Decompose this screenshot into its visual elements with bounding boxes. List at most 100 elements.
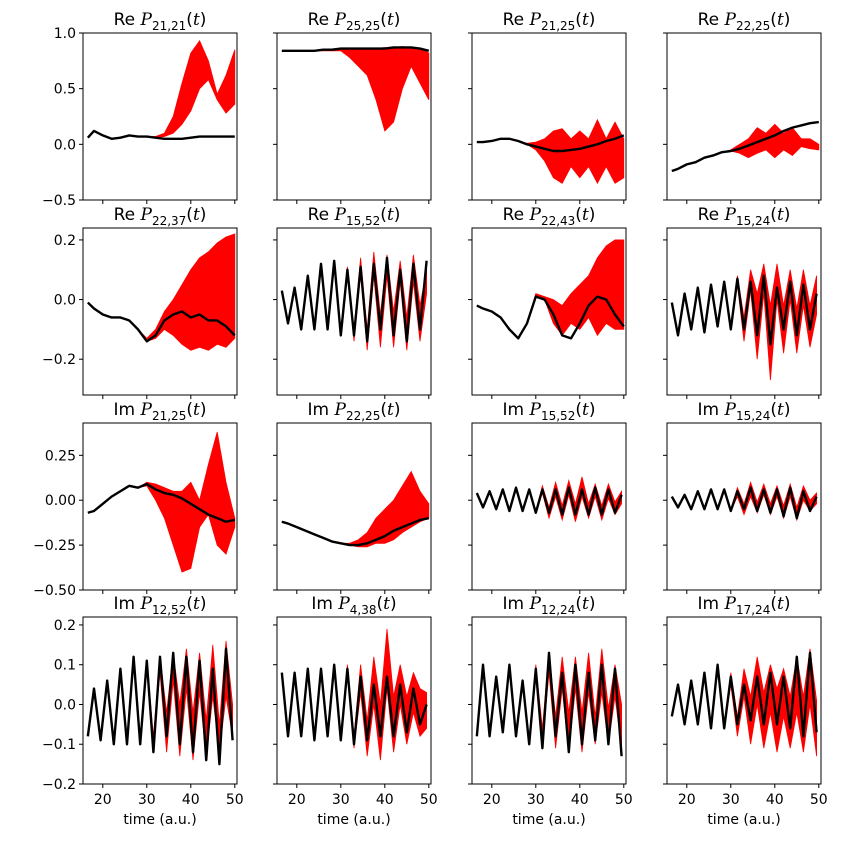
panel-title: Re P22,43(t) <box>503 205 596 228</box>
line-series <box>87 482 236 523</box>
panel-title: Im P17,24(t) <box>698 594 791 617</box>
panel-title: Im P4,38(t) <box>311 594 396 617</box>
band-series <box>476 239 625 339</box>
panel-re-22-25: Re P22,25(t) <box>663 10 822 204</box>
panel-title: Im P21,25(t) <box>114 400 207 423</box>
line-series <box>476 134 625 153</box>
y-tick-label: 0.0 <box>54 697 76 713</box>
band-series <box>281 45 430 132</box>
axes-frame <box>82 422 238 591</box>
band-series <box>87 233 236 351</box>
y-tick-label: 0.00 <box>45 493 76 509</box>
panel-im-4-38: 20 30 40 50 time (a.u.) Im P4,38(t) <box>273 594 438 828</box>
panel-im-15-24: Im P15,24(t) <box>663 400 822 594</box>
panel-re-21-25: Re P21,25(t) <box>468 10 627 204</box>
y-tick-label: 0.5 <box>54 82 76 98</box>
line-series <box>280 663 428 746</box>
axes-frame <box>82 227 238 396</box>
band-series <box>476 118 625 185</box>
axes-frame <box>666 32 822 201</box>
x-axis-label: time (a.u.) <box>317 812 390 828</box>
axes-frame <box>276 616 432 785</box>
panel-title: Im P12,52(t) <box>114 594 207 617</box>
band-series <box>87 431 236 573</box>
x-tick-label: 20 <box>94 792 112 808</box>
y-tick-label: 0.2 <box>54 618 76 634</box>
axes-frame <box>276 32 432 201</box>
panel-re-15-52: Re P15,52(t) <box>273 205 432 399</box>
y-tick-label: 0.2 <box>54 233 76 249</box>
axes-frame <box>276 227 432 396</box>
y-tick-label: 0.25 <box>45 448 76 464</box>
line-series <box>475 486 623 516</box>
line-series <box>475 651 623 757</box>
panel-re-22-37: −0.2 0.0 0.2 Re P22,37(t) <box>42 205 238 399</box>
x-tick-label: 30 <box>332 792 350 808</box>
axes-frame <box>82 32 238 201</box>
panel-title: Re P22,25(t) <box>698 10 791 33</box>
x-tick-label: 50 <box>226 792 244 808</box>
axes-frame <box>471 422 627 591</box>
x-tick-label: 50 <box>420 792 438 808</box>
y-tick-label: 0.0 <box>54 293 76 309</box>
x-tick-label: 30 <box>527 792 545 808</box>
line-series <box>86 129 235 140</box>
panel-im-15-52: Im P15,52(t) <box>468 400 627 594</box>
band-series <box>87 39 236 140</box>
band-series <box>281 470 430 548</box>
panel-re-25-25: Re P25,25(t) <box>273 10 432 204</box>
x-tick-label: 50 <box>615 792 633 808</box>
x-tick-label: 30 <box>722 792 740 808</box>
x-tick-label: 20 <box>288 792 306 808</box>
y-tick-label: 1.0 <box>54 26 76 42</box>
x-tick-label: 20 <box>678 792 696 808</box>
panel-title: Im P12,24(t) <box>503 594 596 617</box>
panel-title: Re P21,25(t) <box>503 10 596 33</box>
panel-re-21-21: −0.5 0.0 0.5 1.0 Re P21,21(t) <box>42 10 238 209</box>
panel-title: Im P22,25(t) <box>308 400 401 423</box>
axes-frame <box>471 227 627 396</box>
panel-re-22-43: Re P22,43(t) <box>468 205 627 399</box>
line-series <box>281 516 430 547</box>
line-series <box>280 256 428 343</box>
axes-frame <box>276 422 432 591</box>
axes-frame <box>82 616 238 785</box>
axes-frame <box>666 227 822 396</box>
panel-title: Re P22,37(t) <box>114 205 207 228</box>
line-series <box>670 486 818 520</box>
y-tick-label: −0.2 <box>42 352 76 368</box>
panel-im-22-25: Im P22,25(t) <box>273 400 432 594</box>
y-tick-label: −0.25 <box>33 538 76 554</box>
x-tick-label: 40 <box>766 792 784 808</box>
x-axis-label: time (a.u.) <box>707 812 780 828</box>
x-tick-label: 20 <box>483 792 501 808</box>
x-tick-label: 40 <box>571 792 589 808</box>
panel-im-21-25: −0.50 −0.25 0.00 0.25 Im P21,25(t) <box>33 400 238 599</box>
x-tick-label: 50 <box>810 792 828 808</box>
y-tick-label: 0.0 <box>54 137 76 153</box>
line-series <box>86 647 234 766</box>
y-tick-label: −0.1 <box>42 737 76 753</box>
panel-im-12-24: 20 30 40 50 time (a.u.) Im P12,24(t) <box>468 594 633 828</box>
panel-title: Re P15,24(t) <box>698 205 791 228</box>
panel-re-15-24: Re P15,24(t) <box>663 205 822 399</box>
panel-title: Re P25,25(t) <box>308 10 401 33</box>
line-series <box>670 274 818 346</box>
axes-frame <box>666 616 822 785</box>
panel-title: Im P15,52(t) <box>503 400 596 423</box>
panel-title: Im P15,24(t) <box>698 400 791 423</box>
x-axis-label: time (a.u.) <box>123 812 196 828</box>
axes-frame <box>471 616 627 785</box>
x-axis-label: time (a.u.) <box>512 812 585 828</box>
panel-im-12-52: −0.2 −0.1 0.0 0.1 0.2 20 30 40 50 time (a.u.) Im P… <box>42 594 244 828</box>
axes-frame <box>666 422 822 591</box>
line-series <box>670 651 818 738</box>
line-series <box>671 120 819 173</box>
y-tick-label: −0.2 <box>42 777 76 793</box>
panel-title: Re P21,21(t) <box>114 10 207 33</box>
y-tick-label: 0.1 <box>54 658 76 674</box>
line-series <box>281 46 430 53</box>
panel-im-17-24: 20 30 40 50 time (a.u.) Im P17,24(t) <box>663 594 828 828</box>
axes-frame <box>471 32 627 201</box>
